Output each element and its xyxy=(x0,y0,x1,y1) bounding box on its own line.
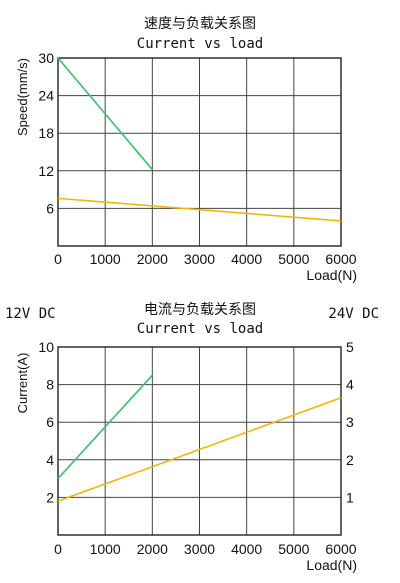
chart2-y2-tick-label: 4 xyxy=(346,377,354,393)
chart1-y-tick-label: 12 xyxy=(38,163,54,179)
speed-chart: 速度与负载关系图 Current vs load 6 12 18 24 30 0 1000… xyxy=(15,16,357,283)
chart2-right-axis-caption: 24V DC xyxy=(328,306,379,322)
chart1-y-tick-label: 30 xyxy=(38,50,54,66)
current-chart: 电流与负载关系图 Current vs load 12V DC 24V DC 2… xyxy=(5,302,379,573)
chart2-title: 电流与负载关系图 xyxy=(144,302,256,318)
chart2-y-tick-label: 6 xyxy=(46,414,54,430)
chart2-series xyxy=(57,374,342,502)
chart1-y-tick-label: 24 xyxy=(38,88,54,104)
chart1-title: 速度与负载关系图 xyxy=(144,16,256,32)
chart2-x-ticks: 0 1000 2000 3000 4000 5000 6000 xyxy=(54,541,357,557)
chart2-y-tick-label: 8 xyxy=(46,377,54,393)
chart1-x-tick-label: 6000 xyxy=(325,251,356,267)
chart2-y-tick-label: 2 xyxy=(46,489,54,505)
chart1-x-tick-label: 1000 xyxy=(90,251,121,267)
chart1-series xyxy=(57,57,342,222)
chart1-series-line-2 xyxy=(57,197,342,222)
chart1-x-tick-label: 4000 xyxy=(231,251,262,267)
chart2-x-tick-label: 4000 xyxy=(231,541,262,557)
chart2-y2-tick-label: 2 xyxy=(346,452,354,468)
chart2-y-tick-label: 4 xyxy=(46,452,54,468)
chart1-grid xyxy=(58,58,341,246)
chart1-x-axis-label: Load(N) xyxy=(306,267,357,283)
chart1-series-line-1 xyxy=(57,57,153,171)
chart2-x-tick-label: 0 xyxy=(54,541,62,557)
chart1-x-tick-label: 5000 xyxy=(278,251,309,267)
chart1-x-tick-label: 2000 xyxy=(137,251,168,267)
chart2-frame xyxy=(57,346,342,536)
chart2-x-tick-label: 2000 xyxy=(137,541,168,557)
chart2-grid xyxy=(58,347,341,535)
chart1-x-tick-label: 0 xyxy=(54,251,62,267)
chart1-subtitle: Current vs load xyxy=(137,36,263,52)
chart2-series-line-2 xyxy=(57,397,342,502)
chart2-left-axis-caption: 12V DC xyxy=(5,306,56,322)
chart2-y-tick-label: 10 xyxy=(38,339,54,355)
chart2-y2-tick-label: 5 xyxy=(346,339,354,355)
chart1-y-tick-label: 6 xyxy=(46,200,54,216)
chart2-x-tick-label: 3000 xyxy=(184,541,215,557)
chart1-x-tick-label: 3000 xyxy=(184,251,215,267)
chart2-y-axis-label: Current(A) xyxy=(15,353,30,414)
chart1-y-axis-label: Speed(mm/s) xyxy=(15,58,30,136)
chart2-x-axis-label: Load(N) xyxy=(306,557,357,573)
chart1-y-tick-label: 18 xyxy=(38,125,54,141)
chart2-y2-tick-label: 1 xyxy=(346,489,354,505)
chart2-y-ticks: 2 4 6 8 10 xyxy=(38,339,54,505)
chart2-subtitle: Current vs load xyxy=(137,321,263,337)
chart2-series-line-1 xyxy=(57,374,153,480)
chart1-frame xyxy=(57,57,342,247)
chart2-x-tick-label: 5000 xyxy=(278,541,309,557)
chart2-x-tick-label: 1000 xyxy=(90,541,121,557)
chart2-y2-tick-label: 3 xyxy=(346,414,354,430)
chart1-x-ticks: 0 1000 2000 3000 4000 5000 6000 xyxy=(54,251,357,267)
chart2-x-tick-label: 6000 xyxy=(325,541,356,557)
chart2-y2-ticks: 1 2 3 4 5 xyxy=(346,339,354,505)
chart1-y-ticks: 6 12 18 24 30 xyxy=(38,50,54,216)
